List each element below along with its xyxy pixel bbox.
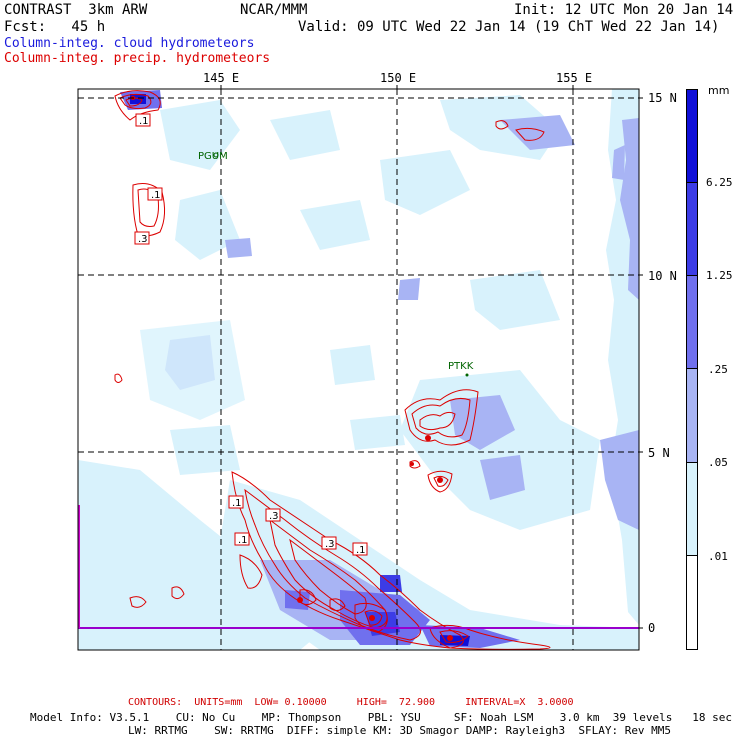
init-time: Init: 12 UTC Mon 20 Jan 14 bbox=[514, 2, 734, 18]
contour-label-text: .1 .1 .3 .1 .3 .1 .3 .1 bbox=[138, 116, 366, 556]
contour-label: .3 bbox=[325, 539, 335, 550]
lat-label-0: 0 bbox=[648, 621, 656, 635]
contour-label: .1 bbox=[139, 116, 149, 127]
colorbar-level: 6.25 bbox=[706, 176, 733, 189]
map-frame bbox=[77, 88, 640, 651]
colorbar bbox=[686, 89, 698, 650]
forecast-hour: Fcst: 45 h bbox=[4, 19, 106, 35]
contour-label: .3 bbox=[138, 234, 148, 245]
colorbar-level: 1.25 bbox=[706, 269, 733, 282]
station-pgum: PGUM bbox=[198, 151, 228, 162]
lat-label-5n: 5 N bbox=[648, 446, 670, 460]
contour-label: .1 bbox=[151, 190, 161, 201]
model-title: CONTRAST 3km ARW bbox=[4, 2, 148, 18]
lon-label-155: 155 E bbox=[556, 71, 593, 85]
colorbar-level: .01 bbox=[708, 550, 728, 563]
colorbar-swatch bbox=[687, 555, 697, 649]
colorbar-swatch bbox=[687, 183, 697, 277]
lat-label-10n: 10 N bbox=[648, 269, 677, 283]
contour-label-boxes bbox=[134, 113, 368, 556]
colorbar-swatch bbox=[687, 276, 697, 370]
contour-label: .3 bbox=[269, 511, 279, 522]
contour-label: .1 bbox=[238, 535, 248, 546]
contour-label: .1 bbox=[232, 498, 242, 509]
cloud-legend: Column-integ. cloud hydrometeors bbox=[4, 36, 255, 51]
lon-label-145: 145 E bbox=[203, 71, 240, 85]
station-ptkk: PTKK bbox=[448, 361, 474, 372]
model-info-line2: LW: RRTMG SW: RRTMG DIFF: simple KM: 3D … bbox=[128, 724, 672, 737]
precip-contours bbox=[114, 90, 551, 650]
model-info-line1: Model Info: V3.5.1 CU: No Cu MP: Thompso… bbox=[30, 711, 732, 724]
contour-info: CONTOURS: UNITS=mm LOW= 0.10000 HIGH= 72… bbox=[128, 697, 574, 708]
colorbar-swatch bbox=[687, 462, 697, 556]
lat-label-15n: 15 N bbox=[648, 91, 677, 105]
station-marker-ptkk bbox=[465, 373, 469, 377]
precip-legend: Column-integ. precip. hydrometeors bbox=[4, 51, 271, 66]
valid-time: Valid: 09 UTC Wed 22 Jan 14 (19 ChT Wed … bbox=[298, 19, 720, 35]
colorbar-level: .25 bbox=[708, 363, 728, 376]
heavy-precip-spots bbox=[131, 96, 453, 641]
colorbar-unit: mm bbox=[708, 84, 730, 97]
colorbar-swatch bbox=[687, 369, 697, 463]
colorbar-level: .05 bbox=[708, 456, 728, 469]
colorbar-swatch bbox=[687, 90, 697, 184]
station-marker-pgum bbox=[213, 152, 219, 158]
axis-ticks bbox=[220, 85, 643, 629]
lon-label-150: 150 E bbox=[380, 71, 417, 85]
graticule bbox=[78, 89, 639, 650]
contour-label: .1 bbox=[356, 545, 366, 556]
org-label: NCAR/MMM bbox=[240, 2, 308, 18]
